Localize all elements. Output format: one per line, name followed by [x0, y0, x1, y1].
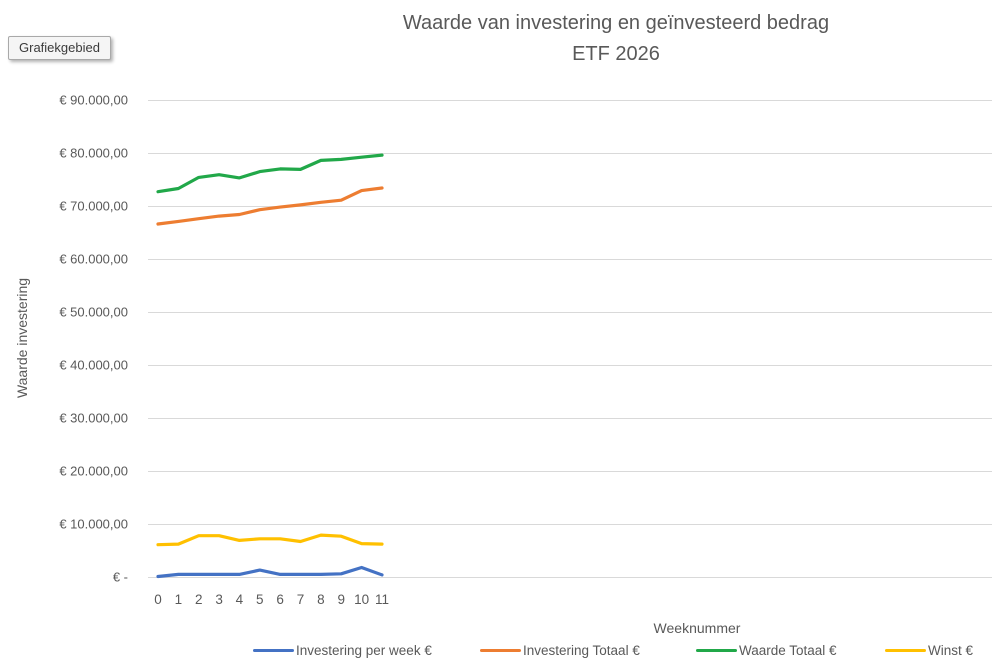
x-axis-tick-label: 3: [215, 592, 223, 607]
series-line-investering-per-week[interactable]: [156, 565, 384, 579]
gridline: [148, 312, 992, 313]
gridline: [148, 365, 992, 366]
legend-item-investering-per-week[interactable]: Investering per week €: [253, 643, 432, 658]
x-axis-title[interactable]: Weeknummer: [653, 620, 741, 636]
x-axis-tick-label: 1: [174, 592, 183, 607]
series-line-waarde-totaal[interactable]: [156, 153, 384, 194]
x-axis-tick-label: 6: [276, 592, 284, 607]
x-axis-tick-label: 10: [354, 592, 370, 607]
chart-title-line2: ETF 2026: [572, 43, 660, 65]
series-line-investering-totaal[interactable]: [156, 186, 384, 226]
legend-line-swatch: [480, 648, 521, 653]
chart-area-tooltip: Grafiekgebied: [8, 36, 111, 60]
x-axis-tick-label: 8: [317, 592, 325, 607]
x-axis-tick-label: 11: [374, 592, 389, 607]
legend-item-waarde-totaal[interactable]: Waarde Totaal €: [696, 643, 837, 658]
x-axis-tick-label: 0: [154, 592, 162, 607]
x-axis-tick-label: 2: [194, 592, 203, 607]
gridline: [148, 259, 992, 260]
gridline: [148, 524, 992, 525]
x-axis-tick-label: 5: [256, 592, 264, 607]
legend-label: Winst €: [928, 643, 974, 658]
legend-label: Investering Totaal €: [523, 643, 640, 658]
y-axis-tick-label: € 80.000,00: [59, 145, 128, 161]
y-axis-tick-label: € -: [112, 569, 128, 585]
y-axis-tick-label: € 90.000,00: [59, 92, 128, 108]
x-axis-tick-label: 4: [235, 592, 244, 607]
x-axis-tick-label: 9: [337, 592, 345, 607]
gridline: [148, 206, 992, 207]
gridline: [148, 153, 992, 154]
y-axis-tick-label: € 30.000,00: [59, 410, 128, 426]
chart-title[interactable]: Waarde van investering en geïnvesteerd b…: [240, 8, 992, 70]
legend-label: Waarde Totaal €: [739, 643, 837, 658]
legend-line-swatch: [885, 648, 926, 653]
legend-label: Investering per week €: [296, 643, 432, 658]
y-axis-tick-label: € 50.000,00: [59, 304, 128, 320]
legend-line-swatch: [253, 648, 294, 653]
legend-item-winst[interactable]: Winst €: [885, 643, 973, 658]
gridline: [148, 577, 992, 578]
y-axis-tick-label: € 70.000,00: [59, 198, 128, 214]
y-axis-tick-label: € 40.000,00: [59, 357, 128, 373]
x-axis-tick-label: 7: [296, 592, 305, 607]
series-line-winst[interactable]: [156, 533, 384, 547]
chart-title-line1: Waarde van investering en geïnvesteerd b…: [402, 12, 830, 34]
legend-item-investering-totaal[interactable]: Investering Totaal €: [480, 643, 640, 658]
y-axis-tick-label: € 20.000,00: [59, 463, 128, 479]
legend-line-swatch: [696, 648, 737, 653]
chart-area-tooltip-label: Grafiekgebied: [19, 40, 100, 55]
y-axis-tick-label: € 60.000,00: [59, 251, 128, 267]
gridline: [148, 100, 992, 101]
gridline: [148, 418, 992, 419]
gridline: [148, 471, 992, 472]
y-axis-tick-label: € 10.000,00: [59, 516, 128, 532]
